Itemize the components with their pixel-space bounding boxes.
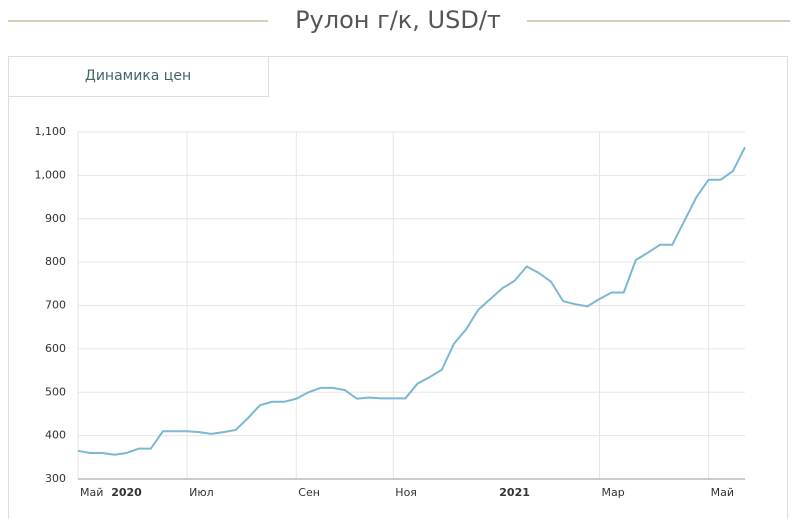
- x-tick-label: Май: [80, 486, 103, 499]
- y-tick-label: 600: [45, 342, 66, 355]
- y-tick-label: 300: [45, 472, 66, 485]
- x-tick-label: Ноя: [395, 486, 417, 499]
- y-tick-label: 900: [45, 212, 66, 225]
- y-tick-label: 800: [45, 255, 66, 268]
- y-tick-label: 700: [45, 299, 66, 312]
- price-line: [77, 146, 746, 456]
- x-tick-label: Май: [711, 486, 734, 499]
- y-tick-label: 1,000: [35, 168, 67, 181]
- tab-border[interactable]: [8, 56, 269, 97]
- x-tick-label: Мар: [601, 486, 624, 499]
- y-tick-label: 500: [45, 385, 66, 398]
- x-tick-label: 2021: [499, 486, 530, 499]
- y-tick-label: 1,100: [35, 125, 67, 138]
- panel: [8, 56, 788, 523]
- y-tick-label: 400: [45, 429, 66, 442]
- tab[interactable]: Динамика цен: [85, 68, 191, 84]
- x-tick-label: 2020: [111, 486, 142, 499]
- x-tick-label: Сен: [298, 486, 320, 499]
- page-title: Рулон г/к, USD/т: [295, 6, 501, 34]
- x-tick-label: Июл: [189, 486, 214, 499]
